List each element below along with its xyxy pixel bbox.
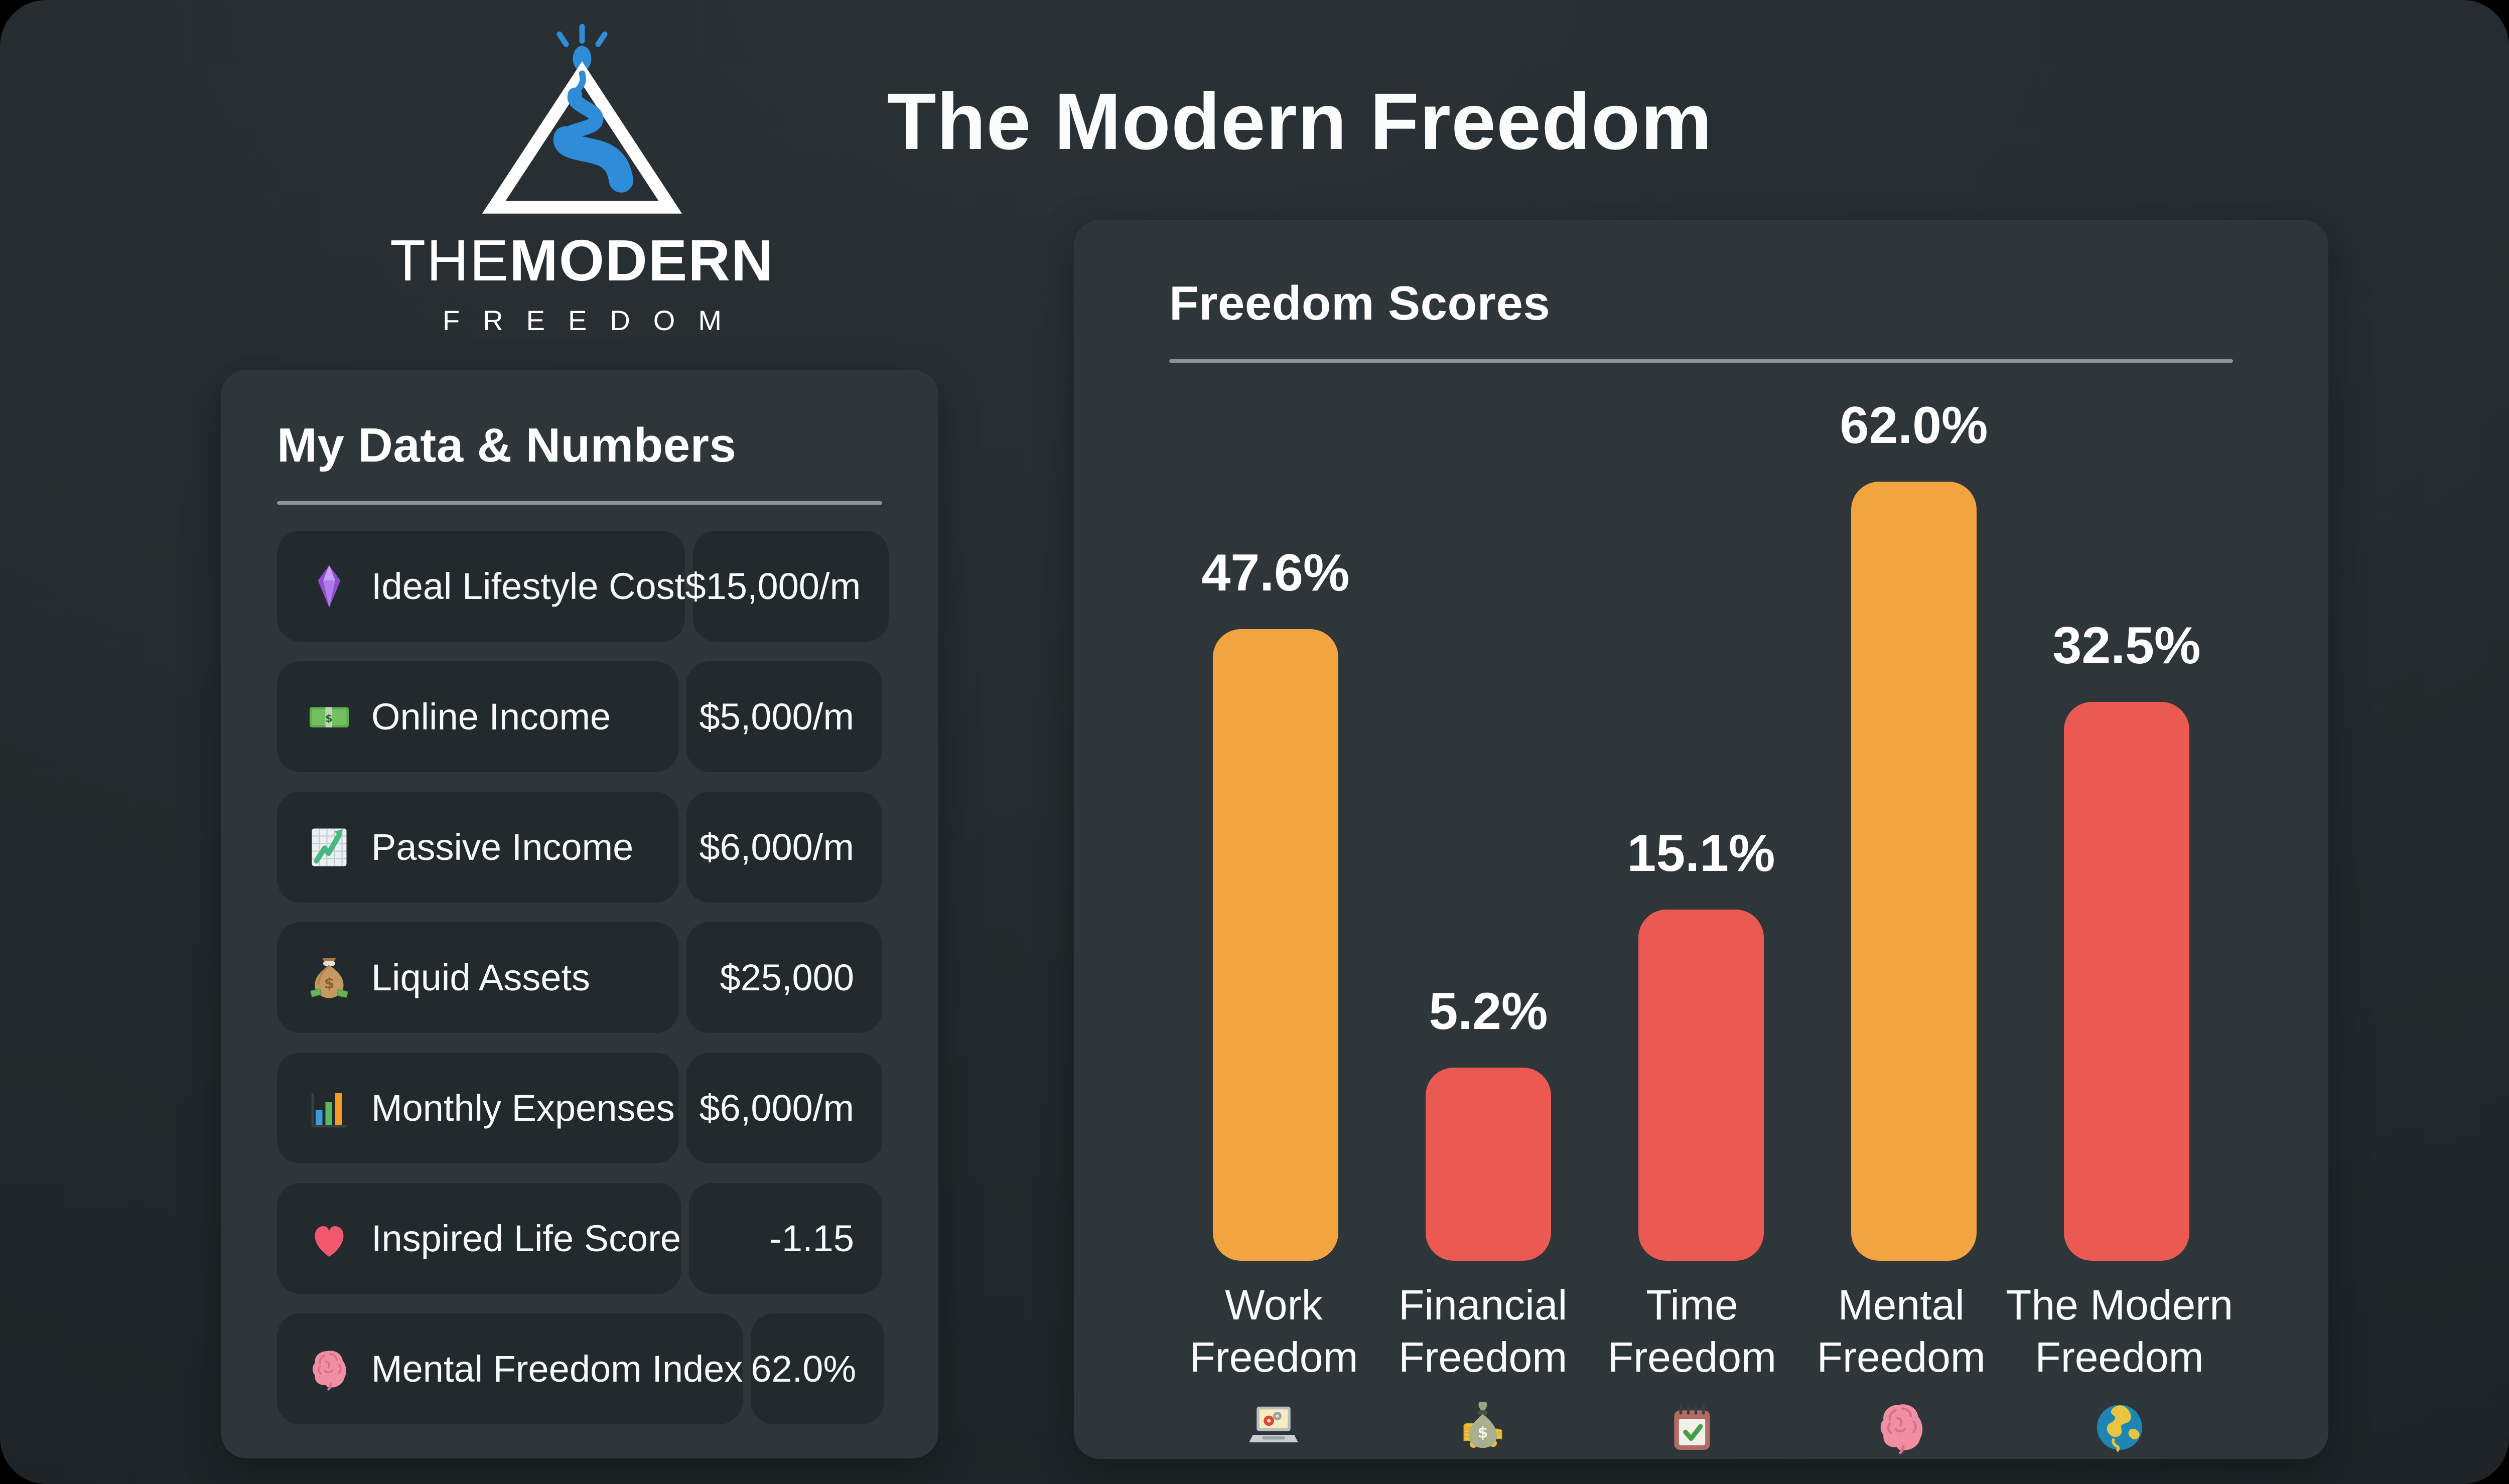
money-bag-coins-icon: $ <box>1378 1397 1588 1460</box>
chart-panel: Freedom Scores 47.6% 5.2% 15.1% 62.0% 32.5% … <box>1074 220 2328 1459</box>
data-row-value: $15,000/m <box>685 565 861 607</box>
chart-increasing-icon <box>305 823 353 871</box>
data-row-value-cell: $6,000/m <box>686 1053 882 1163</box>
svg-text:$: $ <box>1478 1424 1488 1442</box>
chart-category-label: Freedom <box>1817 1333 1986 1381</box>
data-row: Monthly Expenses $6,000/m <box>277 1053 882 1163</box>
data-row-label: Mental Freedom Index <box>371 1348 743 1390</box>
data-row-label: Passive Income <box>371 826 634 868</box>
data-row-value: 62.0% <box>751 1348 857 1390</box>
bar-value-label: 47.6% <box>1201 544 1350 602</box>
globe-icon <box>2006 1397 2233 1460</box>
brand-freedom: FREEDOM <box>443 305 745 336</box>
data-row-value: $6,000/m <box>699 826 854 868</box>
bar-mental-freedom <box>1851 482 1977 1261</box>
data-row-value-cell: 62.0% <box>751 1313 885 1424</box>
data-panel-divider <box>277 501 882 505</box>
chart-category: The Modern Freedom <box>2006 1279 2233 1460</box>
bar-the-modern-freedom <box>2064 702 2189 1261</box>
brand-wordmark: THEMODERN <box>389 227 775 294</box>
chart-category-label: Time <box>1646 1281 1738 1328</box>
brand-the: THE <box>390 228 510 293</box>
data-row: Inspired Life Score -1.15 <box>277 1183 882 1294</box>
chart-category-label: Freedom <box>2035 1333 2204 1381</box>
chart-column: 62.0% <box>1807 396 2020 1261</box>
chart-panel-heading: Freedom Scores <box>1169 276 1551 330</box>
heart-icon <box>305 1215 353 1263</box>
bar-time-freedom <box>1638 910 1764 1261</box>
chart-category-label: Financial <box>1399 1281 1568 1328</box>
data-row-label: Ideal Lifestyle Cost <box>371 565 685 607</box>
chart-category-labels: Work Freedom Financial Freedom $ Time Freedom M… <box>1169 1261 2233 1460</box>
freedom-scores-chart: 47.6% 5.2% 15.1% 62.0% 32.5% <box>1169 363 2233 1261</box>
chart-column: 32.5% <box>2020 616 2233 1261</box>
mountain-river-logo-icon <box>482 24 682 214</box>
chart-column: 15.1% <box>1595 824 1807 1261</box>
brand-modern: MODERN <box>509 228 774 293</box>
data-row-value: $25,000 <box>720 957 855 998</box>
chart-panel-divider <box>1169 359 2233 363</box>
bar-value-label: 5.2% <box>1429 982 1548 1041</box>
data-row-value-cell: $5,000/m <box>686 661 882 772</box>
brand-logo: THEMODERN FREEDOM <box>389 24 775 337</box>
laptop-icon <box>1169 1397 1378 1460</box>
chart-category: Work Freedom <box>1169 1279 1378 1460</box>
page-title: The Modern Freedom <box>887 76 1713 166</box>
data-row-value-cell: $15,000/m <box>685 531 889 642</box>
bar-value-label: 32.5% <box>2052 617 2201 675</box>
chart-category: Mental Freedom <box>1796 1279 2006 1460</box>
brain-icon <box>1796 1397 2006 1460</box>
gem-icon <box>305 562 353 611</box>
data-row-label-cell: Mental Freedom Index <box>277 1313 743 1424</box>
chart-category: Financial Freedom $ <box>1378 1279 1588 1460</box>
data-rows: Ideal Lifestyle Cost $15,000/m $ Online Inc… <box>277 531 889 1424</box>
brain-icon <box>305 1345 353 1393</box>
data-row-label: Liquid Assets <box>371 957 591 998</box>
data-row: $ Liquid Assets $25,000 <box>277 922 882 1033</box>
data-row-label: Online Income <box>371 696 611 737</box>
data-row-label: Monthly Expenses <box>371 1087 675 1129</box>
bar-financial-freedom <box>1426 1068 1551 1261</box>
data-row: Ideal Lifestyle Cost $15,000/m <box>277 531 889 642</box>
data-row-value: $5,000/m <box>699 696 854 737</box>
data-row-value: -1.15 <box>769 1218 854 1259</box>
data-row-label-cell: $ Liquid Assets <box>277 922 678 1033</box>
data-row-label-cell: Ideal Lifestyle Cost <box>277 531 685 642</box>
bar-work-freedom <box>1213 629 1338 1261</box>
data-row-value-cell: -1.15 <box>689 1183 882 1294</box>
chart-column: 5.2% <box>1382 982 1595 1261</box>
svg-text:$: $ <box>324 975 335 992</box>
data-row: $ Online Income $5,000/m <box>277 661 882 772</box>
money-bag-icon: $ <box>305 954 353 1002</box>
data-row-label-cell: Monthly Expenses <box>277 1053 678 1163</box>
chart-category-label: Mental <box>1838 1281 1965 1328</box>
data-panel: My Data & Numbers Ideal Lifestyle Cost $1… <box>221 370 938 1458</box>
chart-category-label: Freedom <box>1607 1333 1777 1381</box>
chart-category: Time Freedom <box>1588 1279 1797 1460</box>
svg-text:$: $ <box>325 712 333 724</box>
data-row-value-cell: $25,000 <box>686 922 882 1033</box>
data-row-value-cell: $6,000/m <box>686 792 882 903</box>
data-row-label: Inspired Life Score <box>371 1218 681 1259</box>
data-row-label-cell: Inspired Life Score <box>277 1183 681 1294</box>
data-panel-heading: My Data & Numbers <box>277 418 737 472</box>
data-row: Mental Freedom Index 62.0% <box>277 1313 885 1424</box>
data-row-value: $6,000/m <box>699 1087 854 1129</box>
data-row-label-cell: $ Online Income <box>277 661 678 772</box>
chart-column: 47.6% <box>1169 543 1382 1261</box>
bar-value-label: 15.1% <box>1627 824 1775 882</box>
chart-category-label: Freedom <box>1189 1333 1358 1381</box>
chart-category-label: Freedom <box>1399 1333 1568 1381</box>
data-row: Passive Income $6,000/m <box>277 792 882 903</box>
chart-category-label: The Modern <box>2006 1281 2234 1328</box>
chart-category-label: Work <box>1225 1281 1323 1328</box>
bar-value-label: 62.0% <box>1840 396 1988 455</box>
data-row-label-cell: Passive Income <box>277 792 678 903</box>
calendar-check-icon <box>1588 1397 1797 1460</box>
bar-chart-icon <box>305 1084 353 1132</box>
banknote-icon: $ <box>305 693 353 741</box>
